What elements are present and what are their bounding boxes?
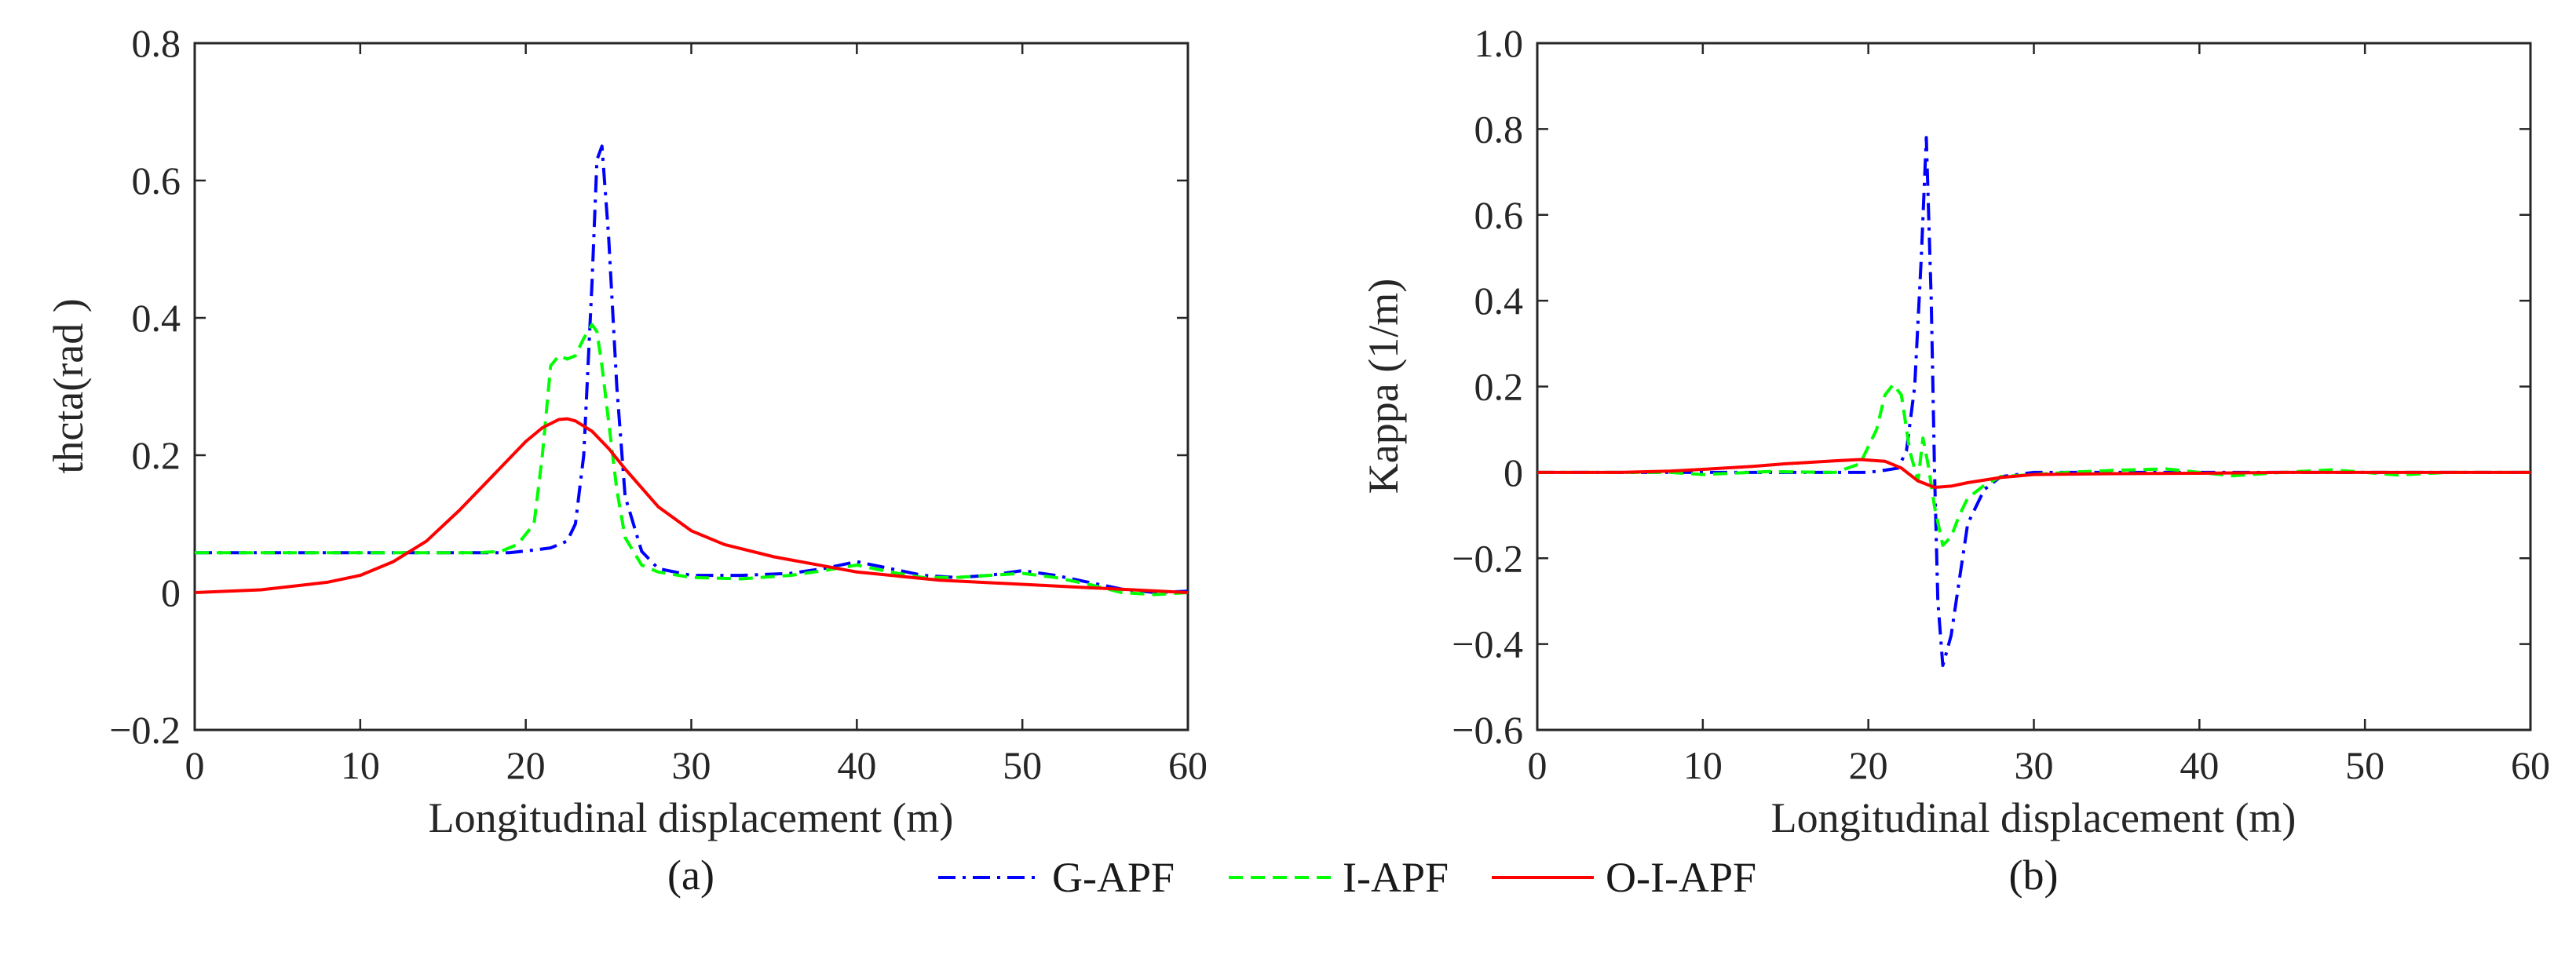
- plot-frame-b: [1536, 42, 2532, 731]
- x-axis-label-b: Longitudinal displacement (m): [1771, 794, 2296, 841]
- y-tick-label-b: −0.6: [1452, 708, 1523, 752]
- y-tick-label-b: 0.4: [1474, 279, 1524, 323]
- y-tick-label-a: 0.4: [132, 296, 181, 340]
- legend: G-APF I-APF O-I-APF: [938, 854, 1756, 901]
- x-tick-label-b: 0: [1528, 743, 1547, 787]
- series-line-g-apf-b: [1537, 136, 2530, 667]
- y-tick-label-a: 0.6: [132, 159, 181, 202]
- x-tick-label-b: 60: [2511, 743, 2550, 787]
- series-line-i-apf-b: [1537, 382, 2530, 547]
- x-tick-label-a: 10: [341, 743, 380, 787]
- y-tick-label-a: 0: [161, 571, 181, 615]
- x-axis-label-a: Longitudinal displacement (m): [429, 794, 954, 841]
- x-tick-label-a: 30: [672, 743, 711, 787]
- x-tick-label-b: 50: [2345, 743, 2384, 787]
- series-line-o-i-apf-a: [194, 417, 1189, 594]
- x-tick-label-b: 10: [1683, 743, 1723, 787]
- legend-label-i-apf: I-APF: [1343, 854, 1449, 901]
- plot-frame-a: [193, 42, 1189, 731]
- x-tick-label-b: 40: [2180, 743, 2219, 787]
- y-tick-label-b: 0: [1504, 451, 1523, 494]
- y-tick-label-b: 0.8: [1474, 107, 1524, 151]
- subplot-label-b: (b): [2009, 852, 2059, 899]
- y-tick-label-a: −0.2: [109, 708, 181, 752]
- legend-label-o-i-apf: O-I-APF: [1606, 854, 1756, 901]
- subplot-label-a: (a): [667, 852, 714, 899]
- subplot-a: 0 10 20 30 40 50 60−0.200.20.40.60.8 Longitudi…: [45, 21, 1208, 899]
- x-tick-label-b: 30: [2015, 743, 2054, 787]
- series-line-o-i-apf-b: [1537, 458, 2530, 489]
- y-tick-label-b: −0.4: [1452, 622, 1523, 666]
- series-line-g-apf-a: [195, 144, 1189, 594]
- y-axis-label-b: Kappa (1/m): [1360, 279, 1407, 494]
- x-tick-label-a: 20: [506, 743, 546, 787]
- y-tick-label-b: 0.2: [1474, 365, 1524, 409]
- x-tick-label-b: 20: [1849, 743, 1888, 787]
- x-tick-label-a: 50: [1003, 743, 1042, 787]
- x-tick-label-a: 60: [1168, 743, 1208, 787]
- y-tick-label-a: 0.8: [132, 21, 181, 65]
- legend-label-g-apf: G-APF: [1052, 854, 1175, 901]
- x-tick-label-a: 40: [837, 743, 876, 787]
- subplot-b: 0 10 20 30 40 50 60 −0.6 −0.4 −0.2 0 0.2 0.4 0.6 0.8 1.…: [1360, 21, 2550, 899]
- y-tick-label-b: 0.6: [1474, 193, 1524, 237]
- y-tick-label-b: 1.0: [1474, 21, 1524, 65]
- y-axis-label-a: thcta(rad ): [45, 298, 92, 473]
- x-tick-label-a: 0: [185, 743, 205, 787]
- y-tick-label-a: 0.2: [132, 433, 181, 477]
- series-line-i-apf-a: [195, 323, 1189, 596]
- y-tick-label-b: −0.2: [1452, 536, 1523, 580]
